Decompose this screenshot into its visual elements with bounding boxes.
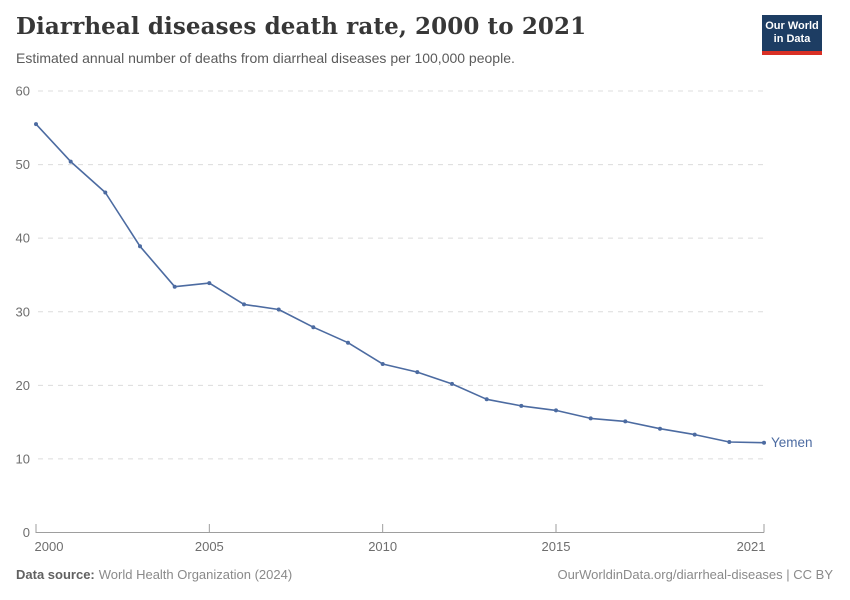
data-point[interactable] xyxy=(623,419,628,424)
data-point[interactable] xyxy=(242,302,246,307)
data-point[interactable] xyxy=(138,244,142,249)
y-axis-label: 20 xyxy=(16,378,30,393)
data-source-label: Data source: xyxy=(16,567,95,582)
owid-logo-line2: in Data xyxy=(773,33,811,46)
data-point[interactable] xyxy=(727,440,732,444)
owid-logo-line1: Our World xyxy=(765,20,819,32)
y-axis-label: 50 xyxy=(16,157,30,172)
y-axis-label: 60 xyxy=(16,84,30,99)
data-point[interactable] xyxy=(380,362,385,366)
data-point[interactable] xyxy=(172,284,177,289)
series-end-label[interactable]: Yemen xyxy=(771,435,813,450)
data-point[interactable] xyxy=(311,325,316,330)
data-point[interactable] xyxy=(484,397,489,402)
y-axis-label: 10 xyxy=(16,451,30,466)
data-point[interactable] xyxy=(554,408,558,413)
owid-logo[interactable]: Our World in Data xyxy=(762,15,822,55)
data-point[interactable] xyxy=(450,381,454,386)
data-point[interactable] xyxy=(276,307,281,312)
x-axis-label: 2015 xyxy=(542,539,571,554)
series-line[interactable] xyxy=(35,123,765,444)
page-title: Diarrheal diseases death rate, 2000 to 2… xyxy=(16,13,587,40)
data-source-value: World Health Organization (2024) xyxy=(98,567,293,582)
data-point[interactable] xyxy=(658,426,662,431)
data-point[interactable] xyxy=(68,159,73,164)
data-point[interactable] xyxy=(762,440,766,445)
data-point[interactable] xyxy=(692,432,697,437)
data-source: Data source: World Health Organization (2… xyxy=(16,567,292,582)
data-point[interactable] xyxy=(346,340,350,345)
y-axis-label: 0 xyxy=(23,525,30,540)
y-axis-label: 30 xyxy=(16,304,30,319)
x-axis-label: 2005 xyxy=(195,539,224,554)
data-point[interactable] xyxy=(519,403,524,408)
chart-footer: Data source: World Health Organization (2… xyxy=(16,567,833,582)
x-axis-label: 2021 xyxy=(737,539,766,554)
data-point[interactable] xyxy=(34,122,38,127)
data-point[interactable] xyxy=(588,416,593,421)
x-axis-label: 2000 xyxy=(35,539,64,554)
credit-link[interactable]: OurWorldinData.org/diarrheal-diseases | … xyxy=(557,567,833,582)
data-point[interactable] xyxy=(103,190,108,195)
x-axis-label: 2010 xyxy=(368,539,397,554)
y-axis-label: 40 xyxy=(16,231,30,246)
page-subtitle: Estimated annual number of deaths from d… xyxy=(16,50,515,66)
data-point[interactable] xyxy=(207,281,212,286)
data-point[interactable] xyxy=(415,370,420,375)
